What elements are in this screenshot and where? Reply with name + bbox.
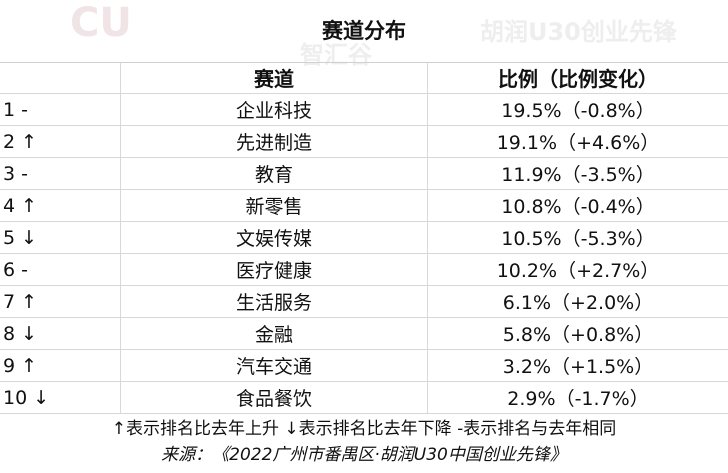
ratio-cell: 10.5%（-5.3%）	[427, 221, 728, 254]
rank-cell: 4 ↑	[0, 189, 121, 222]
rank-cell: 9 ↑	[0, 349, 121, 382]
sector-cell: 食品餐饮	[120, 381, 428, 414]
sector-cell: 汽车交通	[120, 349, 428, 382]
table-row: 5 ↓ 文娱传媒 10.5%（-5.3%）	[0, 221, 728, 254]
sector-cell: 医疗健康	[120, 253, 428, 286]
table-row: 6 - 医疗健康 10.2%（+2.7%）	[0, 253, 728, 286]
ratio-cell: 19.5%（-0.8%）	[427, 93, 728, 126]
rank-cell: 2 ↑	[0, 125, 121, 158]
rank-cell: 10 ↓	[0, 381, 121, 414]
ratio-cell: 6.1%（+2.0%）	[427, 285, 728, 318]
ratio-cell: 19.1%（+4.6%）	[427, 125, 728, 158]
header-ratio: 比例（比例变化）	[427, 62, 728, 94]
sector-cell: 先进制造	[120, 125, 428, 158]
rank-cell: 1 -	[0, 93, 121, 126]
ratio-cell: 11.9%（-3.5%）	[427, 157, 728, 190]
rank-cell: 3 -	[0, 157, 121, 190]
sector-cell: 教育	[120, 157, 428, 190]
table-header-row: 赛道 比例（比例变化）	[0, 62, 728, 94]
sector-cell: 新零售	[120, 189, 428, 222]
table-row: 8 ↓ 金融 5.8%（+0.8%）	[0, 317, 728, 350]
ratio-cell: 10.8%（-0.4%）	[427, 189, 728, 222]
header-rank	[0, 62, 121, 94]
page-title: 赛道分布	[0, 0, 728, 63]
table-row: 7 ↑ 生活服务 6.1%（+2.0%）	[0, 285, 728, 318]
ratio-cell: 3.2%（+1.5%）	[427, 349, 728, 382]
table-row: 3 - 教育 11.9%（-3.5%）	[0, 157, 728, 190]
sector-cell: 企业科技	[120, 93, 428, 126]
table-row: 4 ↑ 新零售 10.8%（-0.4%）	[0, 189, 728, 222]
legend-note: ↑表示排名比去年上升 ↓表示排名比去年下降 -表示排名与去年相同	[111, 419, 617, 439]
table-row: 2 ↑ 先进制造 19.1%（+4.6%）	[0, 125, 728, 158]
sector-cell: 生活服务	[120, 285, 428, 318]
sector-cell: 文娱传媒	[120, 221, 428, 254]
table-row: 1 - 企业科技 19.5%（-0.8%）	[0, 93, 728, 126]
rank-cell: 7 ↑	[0, 285, 121, 318]
ratio-cell: 2.9%（-1.7%）	[427, 381, 728, 414]
rank-cell: 6 -	[0, 253, 121, 286]
ratio-cell: 5.8%（+0.8%）	[427, 317, 728, 350]
rank-cell: 5 ↓	[0, 221, 121, 254]
source-note: 来源：《2022广州市番禺区·胡润U30中国创业先锋》	[161, 445, 567, 465]
ratio-cell: 10.2%（+2.7%）	[427, 253, 728, 286]
rank-cell: 8 ↓	[0, 317, 121, 350]
header-sector: 赛道	[120, 62, 428, 94]
table-row: 10 ↓ 食品餐饮 2.9%（-1.7%）	[0, 381, 728, 414]
sector-table: 赛道 比例（比例变化） 1 - 企业科技 19.5%（-0.8%） 2 ↑ 先进制造 19…	[0, 62, 728, 414]
sector-cell: 金融	[120, 317, 428, 350]
table-row: 9 ↑ 汽车交通 3.2%（+1.5%）	[0, 349, 728, 382]
